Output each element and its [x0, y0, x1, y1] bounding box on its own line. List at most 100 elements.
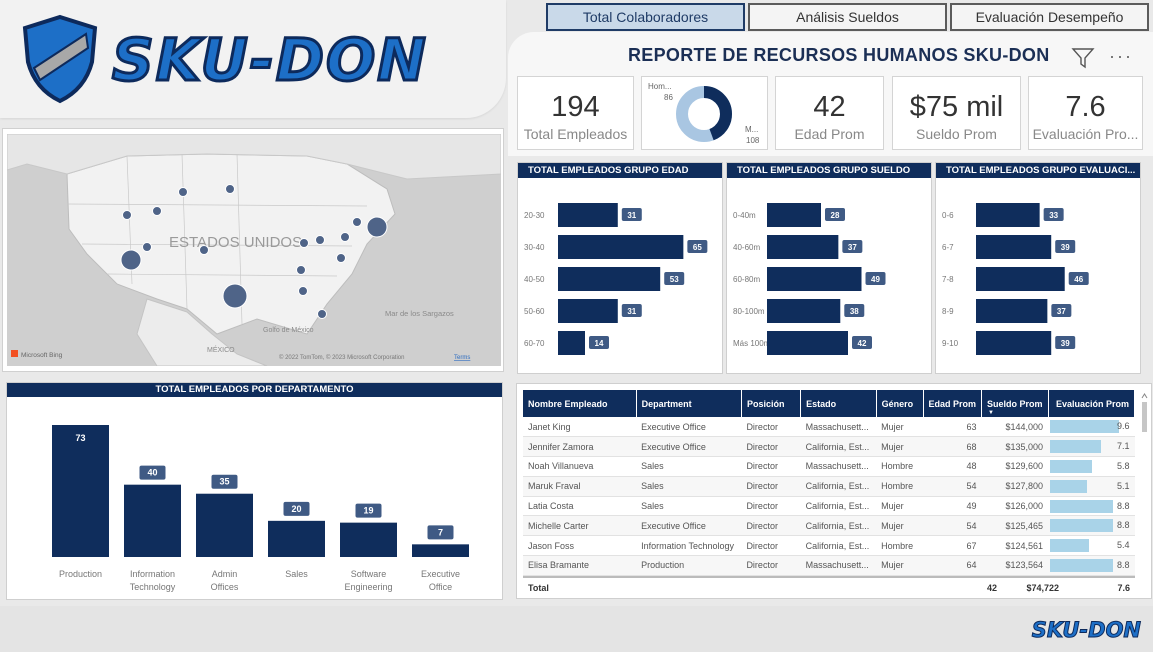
- table-row[interactable]: Janet King Executive Office Director Massac…: [523, 417, 1135, 438]
- table-cell: Director: [741, 555, 801, 576]
- eval-cell: 8.8: [1048, 515, 1135, 537]
- map-bubble[interactable]: [178, 187, 188, 197]
- table-cell: $123,564: [981, 555, 1049, 576]
- bar-value-badge: [687, 240, 708, 253]
- table-cell: 54: [923, 515, 982, 537]
- column-header[interactable]: Nombre Empleado: [523, 390, 637, 417]
- tab-total-colaboradores[interactable]: Total Colaboradores: [546, 3, 745, 31]
- table-cell: Director: [741, 496, 801, 517]
- bar[interactable]: [558, 267, 661, 291]
- table-cell: 68: [923, 436, 982, 458]
- more-options-icon[interactable]: ···: [1109, 46, 1133, 66]
- bar-value-badge: [1068, 272, 1089, 285]
- eval-value: 8.8: [1116, 500, 1130, 511]
- bar[interactable]: [976, 331, 1052, 355]
- donut-label-mujer: M...: [745, 125, 758, 134]
- map-bubble[interactable]: [122, 210, 132, 220]
- bar[interactable]: [52, 425, 109, 557]
- table-cell: Director: [741, 436, 801, 458]
- chart-grupo-edad-plot: 20-30 31 30-40 65 40-50 53 50-60 31 60-70 14: [524, 203, 708, 355]
- brand-logo-text: SKU-DON: [111, 25, 428, 96]
- table-cell: Hombre: [876, 535, 924, 557]
- column-header[interactable]: Evaluación Prom: [1048, 390, 1136, 417]
- map-bubble[interactable]: [340, 232, 350, 242]
- bar-category-label: 0-40m: [733, 211, 756, 220]
- column-header[interactable]: Department: [636, 390, 742, 417]
- bar-value-label: 40: [147, 468, 157, 478]
- table-row[interactable]: Noah Villanueva Sales Director Massachusett…: [523, 456, 1135, 477]
- table-cell: Sales: [636, 476, 742, 497]
- table-row[interactable]: Latia Costa Sales Director California, Est.…: [523, 496, 1135, 517]
- bar-value-badge: [211, 474, 238, 489]
- total-edad: 42: [986, 583, 997, 593]
- table-row[interactable]: Jason Foss Information Technology Director…: [523, 535, 1135, 557]
- map-bubble[interactable]: [222, 283, 248, 309]
- chart-grupo-sueldo: TOTAL EMPLEADOS GRUPO SUELDO 0-40m 28 40-6…: [726, 162, 932, 374]
- table-row[interactable]: Maruk Fraval Sales Director California, Est…: [523, 476, 1135, 497]
- bar-category-label: Technology: [130, 582, 176, 592]
- table-cell: $144,000: [981, 417, 1049, 438]
- bar[interactable]: [976, 299, 1048, 323]
- map-bubble[interactable]: [317, 309, 327, 319]
- map-bubble[interactable]: [366, 216, 388, 238]
- bar[interactable]: [767, 331, 848, 355]
- bar[interactable]: [976, 203, 1040, 227]
- table-row[interactable]: Jennifer Zamora Executive Office Director C…: [523, 436, 1135, 458]
- bar[interactable]: [976, 267, 1065, 291]
- map-bubble[interactable]: [225, 184, 235, 194]
- map-bubble[interactable]: [336, 253, 346, 263]
- table-row[interactable]: Michelle Carter Executive Office Director C…: [523, 515, 1135, 537]
- table-scrollbar[interactable]: [1141, 392, 1148, 572]
- bar[interactable]: [558, 235, 684, 259]
- table-cell: Executive Office: [636, 417, 742, 438]
- table-cell: Director: [741, 535, 801, 557]
- map-bubble[interactable]: [152, 206, 162, 216]
- filter-icon[interactable]: [1071, 47, 1095, 69]
- bar[interactable]: [767, 299, 841, 323]
- bar-value-label: 20: [291, 504, 301, 514]
- map-bubble[interactable]: [296, 265, 306, 275]
- map-bubble[interactable]: [315, 235, 325, 245]
- bar[interactable]: [767, 267, 862, 291]
- bar[interactable]: [558, 299, 618, 323]
- total-sueldo: $74,722: [1026, 583, 1059, 593]
- chart-grupo-edad: TOTAL EMPLEADOS GRUPO EDAD 20-30 31 30-40 6…: [517, 162, 723, 374]
- bar[interactable]: [976, 235, 1052, 259]
- report-title: REPORTE DE RECURSOS HUMANOS SKU-DON: [628, 45, 1050, 65]
- column-header[interactable]: Posición: [741, 390, 802, 417]
- bar[interactable]: [767, 235, 839, 259]
- table-cell: Sales: [636, 456, 742, 477]
- table-cell: Janet King: [523, 417, 637, 438]
- bar[interactable]: [268, 520, 325, 557]
- bar[interactable]: [412, 544, 469, 557]
- eval-data-bar: [1050, 420, 1120, 433]
- donut-slice-hombre[interactable]: [676, 86, 732, 142]
- map-bubble[interactable]: [199, 245, 209, 255]
- bar[interactable]: [196, 493, 253, 557]
- table-cell: Hombre: [876, 456, 924, 477]
- bar[interactable]: [558, 331, 585, 355]
- table-row[interactable]: Elisa Bramante Production Director Massachu…: [523, 555, 1135, 576]
- map-bubble[interactable]: [298, 286, 308, 296]
- column-header[interactable]: Edad Prom: [923, 390, 983, 417]
- bar[interactable]: [558, 203, 618, 227]
- tab-evaluacion-desempeno[interactable]: Evaluación Desempeño: [950, 3, 1149, 31]
- bar-category-label: Más 100m: [733, 339, 771, 348]
- column-header[interactable]: Estado: [800, 390, 877, 417]
- tab-analisis-sueldos[interactable]: Análisis Sueldos: [748, 3, 947, 31]
- column-header[interactable]: Género: [876, 390, 924, 417]
- map-bubble[interactable]: [299, 238, 309, 248]
- chart-departamento: TOTAL EMPLEADOS POR DEPARTAMENTO 73 Produ…: [6, 382, 503, 600]
- bar[interactable]: [124, 484, 181, 557]
- bar[interactable]: [340, 522, 397, 557]
- map-bubble[interactable]: [120, 249, 142, 271]
- donut-value-mujer: 108: [746, 136, 760, 145]
- us-map[interactable]: ESTADOS UNIDOS MÉXICO Golfo de México Ma…: [7, 134, 501, 366]
- bar[interactable]: [767, 203, 821, 227]
- column-header[interactable]: Sueldo Prom ▼: [981, 390, 1049, 417]
- map-bubble[interactable]: [352, 217, 362, 227]
- eval-value: 5.4: [1116, 540, 1130, 551]
- map-bubble[interactable]: [142, 242, 152, 252]
- bar-value-label: 33: [1049, 211, 1058, 220]
- map-terms-link[interactable]: Terms: [454, 355, 470, 361]
